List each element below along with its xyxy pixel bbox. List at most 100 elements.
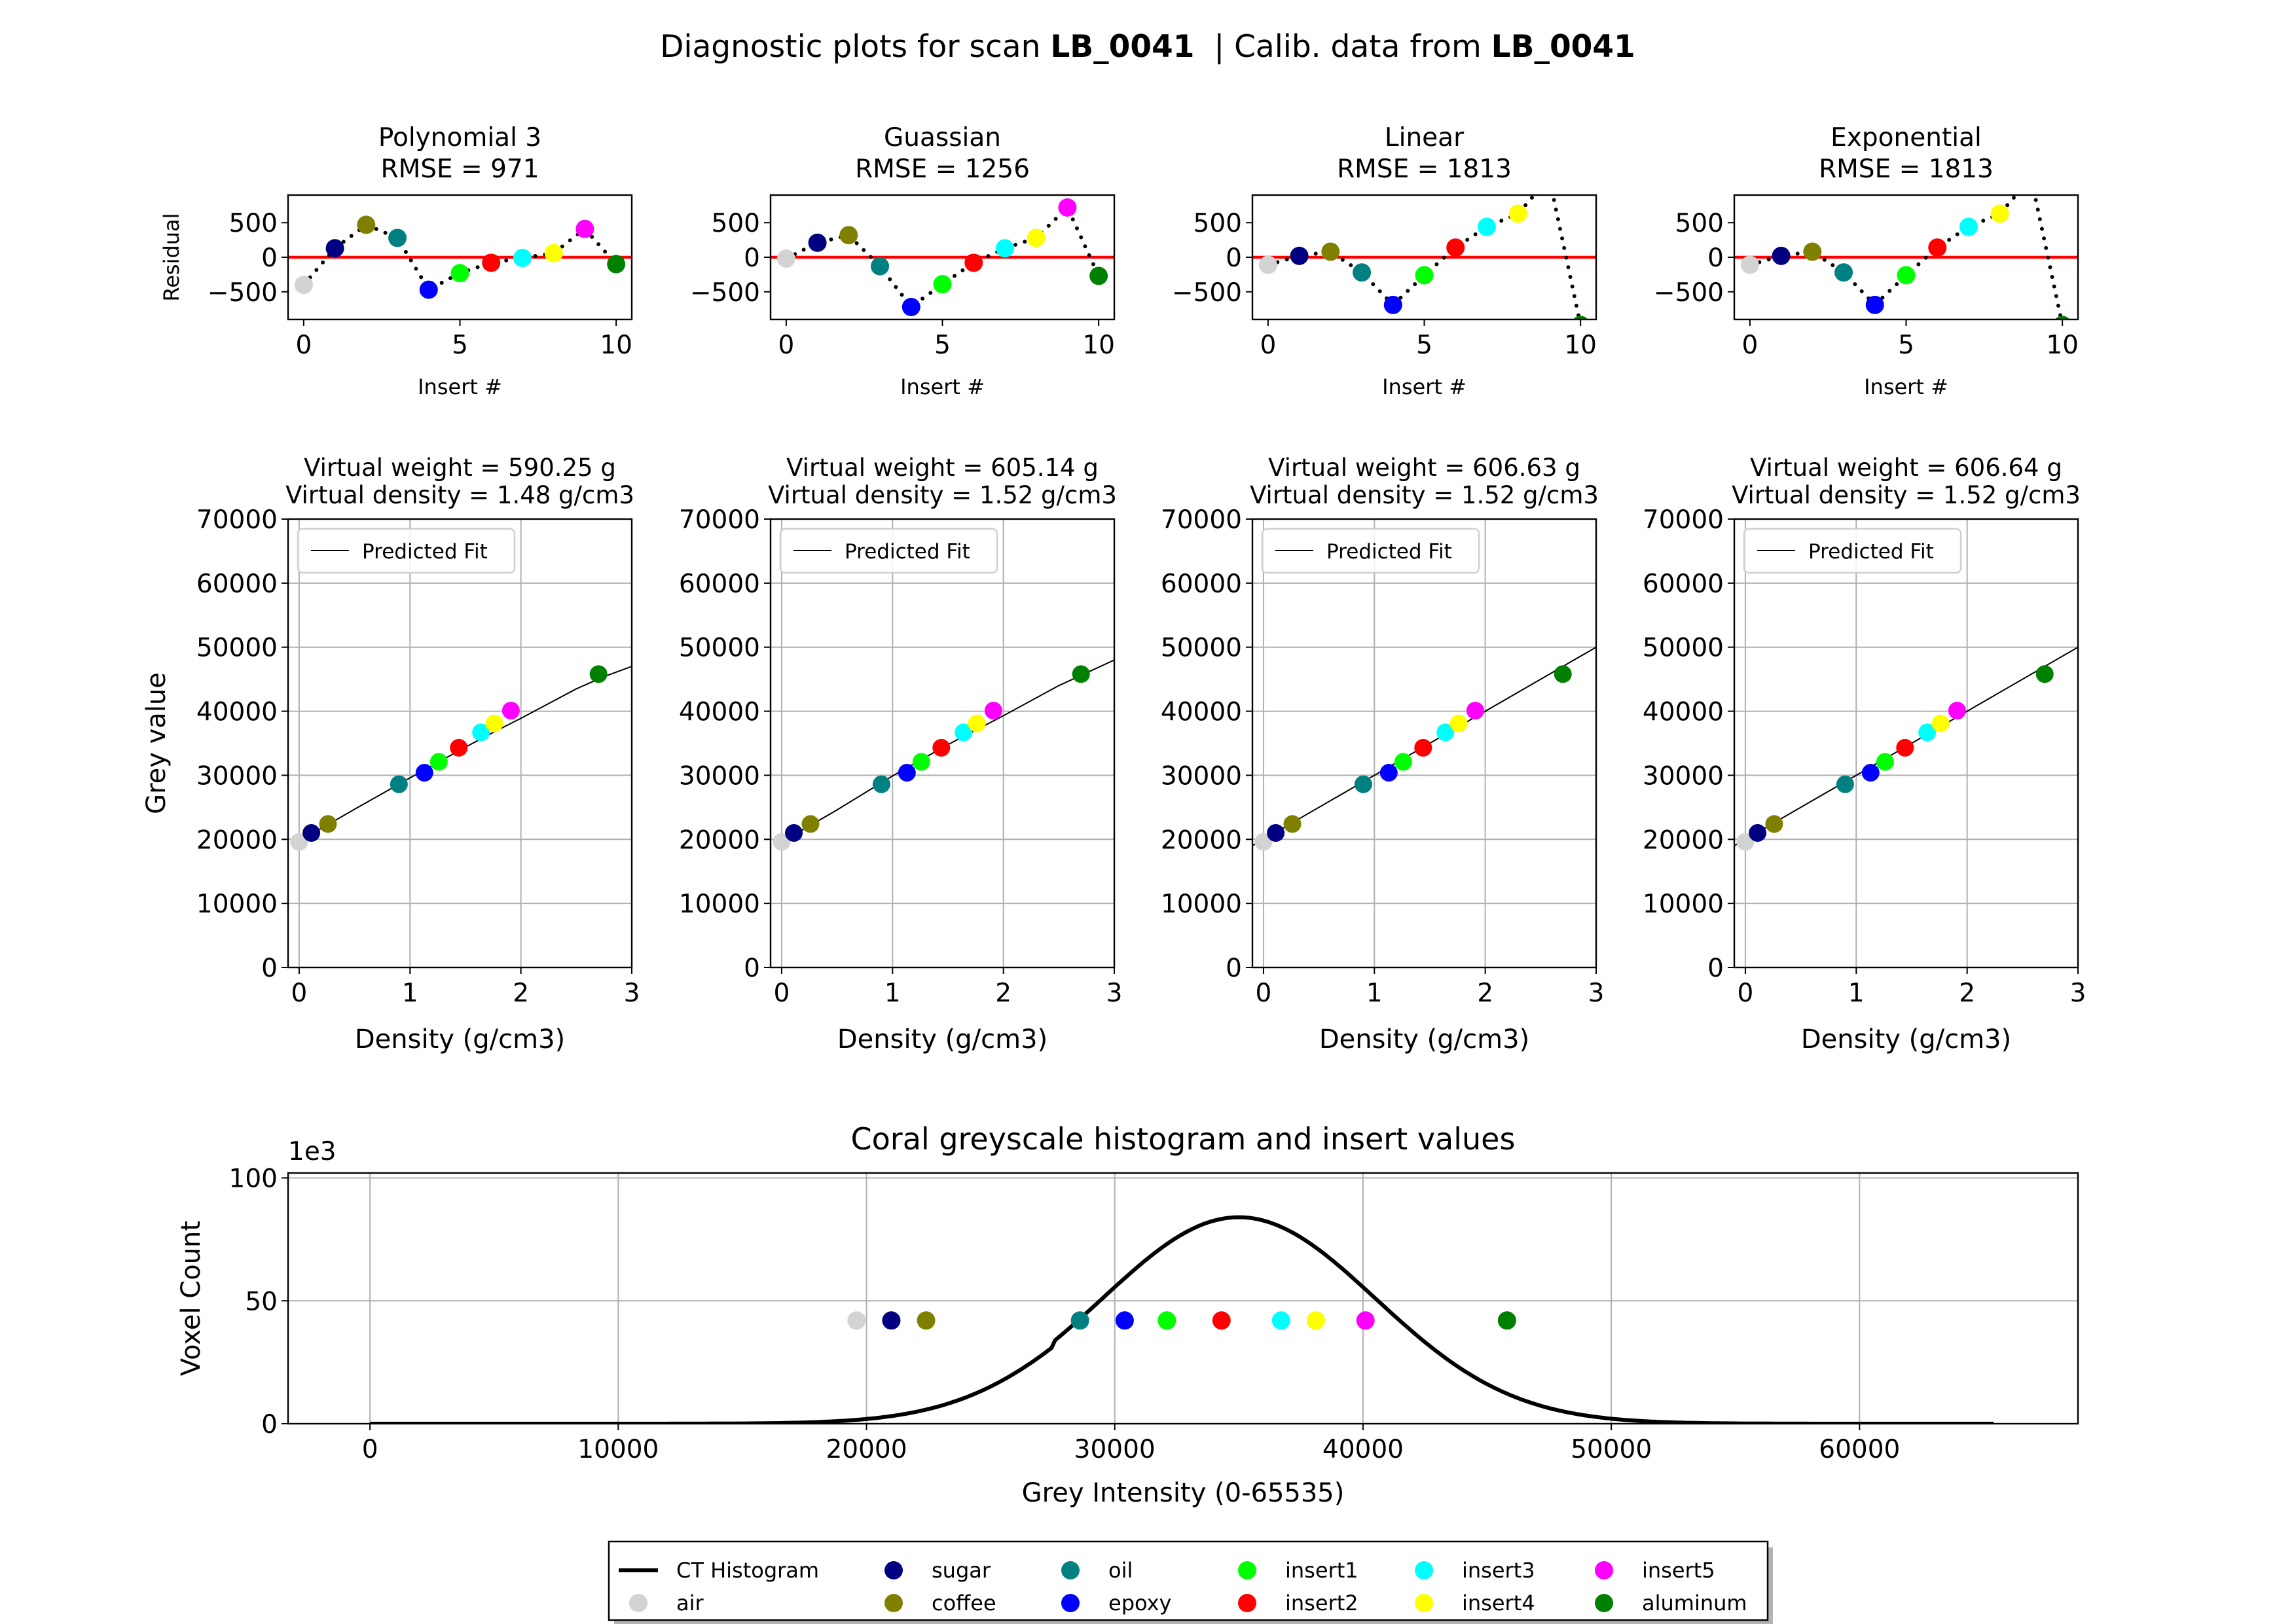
legend-marker-insert2	[1238, 1594, 1256, 1612]
y-tick-label: 500	[1675, 209, 1724, 238]
y-tick-label: 30000	[1643, 761, 1724, 791]
x-tick-label: 5	[934, 331, 951, 360]
fit-point-insert1	[1876, 753, 1894, 771]
residual-point-insert4	[544, 244, 563, 262]
fit-point-insert5	[501, 702, 520, 720]
y-tick-label: 30000	[196, 761, 278, 791]
y-tick-label: 0	[261, 954, 278, 983]
y-tick-label: 0	[1226, 244, 1242, 273]
x-tick-label: 10	[2046, 331, 2079, 360]
x-tick-label: 10000	[577, 1435, 659, 1464]
x-tick-label: 2	[995, 979, 1011, 1008]
fit-point-insert1	[912, 753, 930, 771]
y-tick-label: 50000	[1643, 634, 1724, 663]
insert-marker-insert5	[1356, 1311, 1375, 1330]
y-tick-label: 0	[744, 244, 760, 273]
y-tick-label: −500	[1654, 278, 1724, 308]
x-axis-label: Insert #	[1382, 374, 1467, 399]
residual-point-insert3	[513, 249, 532, 268]
legend-label-aluminum: aluminum	[1642, 1591, 1747, 1615]
figure-title: Diagnostic plots for scan LB_0041 | Cali…	[660, 29, 1635, 65]
legend-label-insert1: insert1	[1285, 1558, 1358, 1583]
x-tick-label: 3	[624, 979, 640, 1008]
legend-box	[1743, 528, 1962, 574]
fit-point-aluminum	[1554, 665, 1572, 683]
residual-point-epoxy	[902, 298, 920, 316]
y-tick-label: 0	[1226, 954, 1242, 983]
fit-point-air	[290, 833, 308, 851]
panel-title: Exponential	[1831, 123, 1982, 153]
y-tick-label: 10000	[1161, 890, 1242, 919]
y-axis-label: Residual	[159, 213, 184, 301]
panel-title: Virtual weight = 590.25 g	[304, 454, 616, 482]
legend-marker-sugar	[884, 1561, 903, 1579]
fit-point-coffee	[1283, 815, 1302, 833]
y-tick-label: 40000	[1643, 698, 1724, 727]
residual-point-insert2	[964, 253, 983, 272]
x-tick-label: 10	[600, 331, 632, 360]
x-tick-label: 0	[1260, 331, 1276, 360]
residual-point-coffee	[839, 226, 858, 245]
x-tick-label: 30000	[1074, 1435, 1156, 1464]
y-tick-label: 40000	[1161, 698, 1242, 727]
fit-point-sugar	[302, 824, 321, 842]
fit-legend: Predicted Fit	[297, 528, 516, 574]
legend-marker-insert3	[1415, 1561, 1433, 1579]
legend-marker-insert5	[1595, 1561, 1613, 1579]
fit-point-coffee	[319, 815, 337, 833]
legend-marker-oil	[1061, 1561, 1080, 1579]
legend-marker-epoxy	[1061, 1594, 1080, 1612]
y-tick-label: 50	[245, 1287, 278, 1316]
fit-point-insert1	[1394, 753, 1412, 771]
y-tick-label: 10000	[679, 890, 760, 919]
y-tick-label: 60000	[679, 569, 760, 599]
fit-point-insert4	[1449, 714, 1468, 732]
residual-line	[1747, 195, 2064, 319]
legend-marker-coffee	[884, 1594, 903, 1612]
residual-point-air	[1258, 255, 1277, 274]
fit-point-insert5	[1948, 702, 1966, 720]
legend-label-insert4: insert4	[1462, 1591, 1535, 1615]
residual-point-insert1	[933, 275, 952, 294]
axes-frame	[769, 518, 1116, 969]
residual-point-insert2	[1446, 238, 1465, 257]
y-tick-label: 60000	[196, 569, 278, 599]
fit-point-insert2	[932, 738, 951, 757]
fit-panel-3: 0 1 2 3 0 10000 20000 30000 40000 50000 60000 70000…	[1161, 454, 1604, 1055]
y-axis-label: Grey value	[141, 672, 172, 814]
panel-title: Polynomial 3	[378, 123, 541, 153]
x-axis-label: Grey Intensity (0-65535)	[1022, 1478, 1345, 1508]
y-tick-label: 20000	[1643, 825, 1724, 855]
residual-point-sugar	[808, 233, 827, 252]
residual-point-coffee	[1803, 242, 1822, 261]
legend-box	[779, 528, 998, 574]
residual-point-oil	[1834, 263, 1853, 282]
fit-point-coffee	[1765, 815, 1783, 833]
fit-point-insert4	[485, 714, 503, 732]
x-tick-label: 5	[1416, 331, 1432, 360]
y-tick-label: 70000	[196, 505, 278, 535]
histogram-panel: 0 10000 20000 30000 40000 50000 60000 0 50 100 Cor…	[176, 1121, 2079, 1508]
panel-subtitle: RMSE = 1813	[1819, 154, 1994, 184]
fit-point-insert4	[1931, 714, 1950, 732]
residual-point-sugar	[1772, 246, 1791, 265]
x-axis-label: Density (g/cm3)	[355, 1024, 565, 1055]
fit-point-epoxy	[415, 764, 433, 782]
legend-label-insert3: insert3	[1462, 1558, 1535, 1583]
panel-subtitle: Virtual density = 1.52 g/cm3	[1732, 481, 2081, 509]
fit-point-air	[773, 833, 791, 851]
x-tick-label: 1	[1848, 979, 1865, 1008]
y-tick-label: 500	[229, 209, 278, 238]
x-tick-label: 0	[1256, 979, 1272, 1008]
insert-marker-coffee	[917, 1311, 936, 1330]
y-tick-label: 10000	[1643, 890, 1724, 919]
x-axis-label: Density (g/cm3)	[1319, 1024, 1529, 1055]
fit-point-sugar	[1749, 824, 1767, 842]
y-tick-label: 500	[712, 209, 760, 238]
legend-label-oil: oil	[1108, 1558, 1133, 1583]
fit-legend: Predicted Fit	[1261, 528, 1480, 574]
panel-subtitle: Virtual density = 1.52 g/cm3	[768, 481, 1117, 509]
panel-title: Linear	[1385, 123, 1465, 153]
residual-point-sugar	[325, 239, 344, 258]
